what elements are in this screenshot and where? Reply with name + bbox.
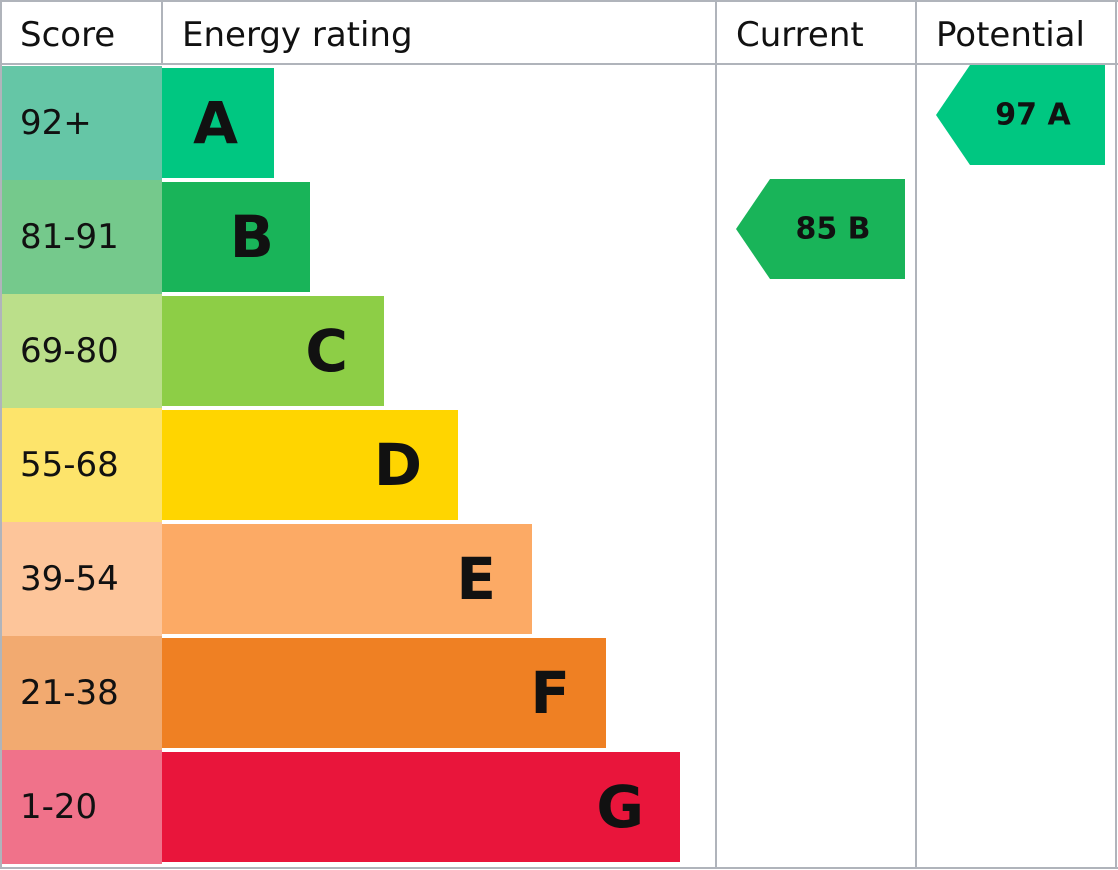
score-label: 81-91: [20, 217, 119, 257]
score-cell: [1, 180, 162, 294]
score-cell: [1, 66, 162, 180]
rating-bar: [162, 68, 274, 178]
header-potential: Potential: [936, 15, 1085, 55]
header-current: Current: [736, 15, 864, 55]
rating-letter: F: [530, 659, 570, 727]
score-cell: [1, 294, 162, 408]
score-label: 21-38: [20, 673, 119, 713]
score-label: 69-80: [20, 331, 119, 371]
score-label: 39-54: [20, 559, 119, 599]
score-cell: [1, 522, 162, 636]
score-label: 92+: [20, 103, 92, 143]
rating-bar: [162, 182, 310, 292]
rating-letter: C: [305, 317, 348, 385]
score-cell: [1, 636, 162, 750]
rating-letter: E: [456, 545, 496, 613]
rating-bar: [162, 296, 384, 406]
header-score: Score: [20, 15, 115, 55]
rating-letter: A: [193, 89, 238, 157]
rating-letter: D: [374, 431, 422, 499]
rating-letter: B: [230, 203, 274, 271]
rating-letter: G: [596, 773, 644, 841]
current-label: 85 B: [795, 212, 870, 247]
rating-bar: [162, 524, 532, 634]
potential-label: 97 A: [995, 98, 1071, 133]
potential-arrow: [936, 65, 1105, 165]
rating-bar: [162, 638, 606, 748]
score-label: 1-20: [20, 787, 97, 827]
score-cell: [1, 750, 162, 864]
header-rating: Energy rating: [182, 15, 413, 55]
rating-bar: [162, 410, 458, 520]
score-label: 55-68: [20, 445, 119, 485]
score-cell: [1, 408, 162, 522]
rating-bar: [162, 752, 680, 862]
current-arrow: [736, 179, 905, 279]
